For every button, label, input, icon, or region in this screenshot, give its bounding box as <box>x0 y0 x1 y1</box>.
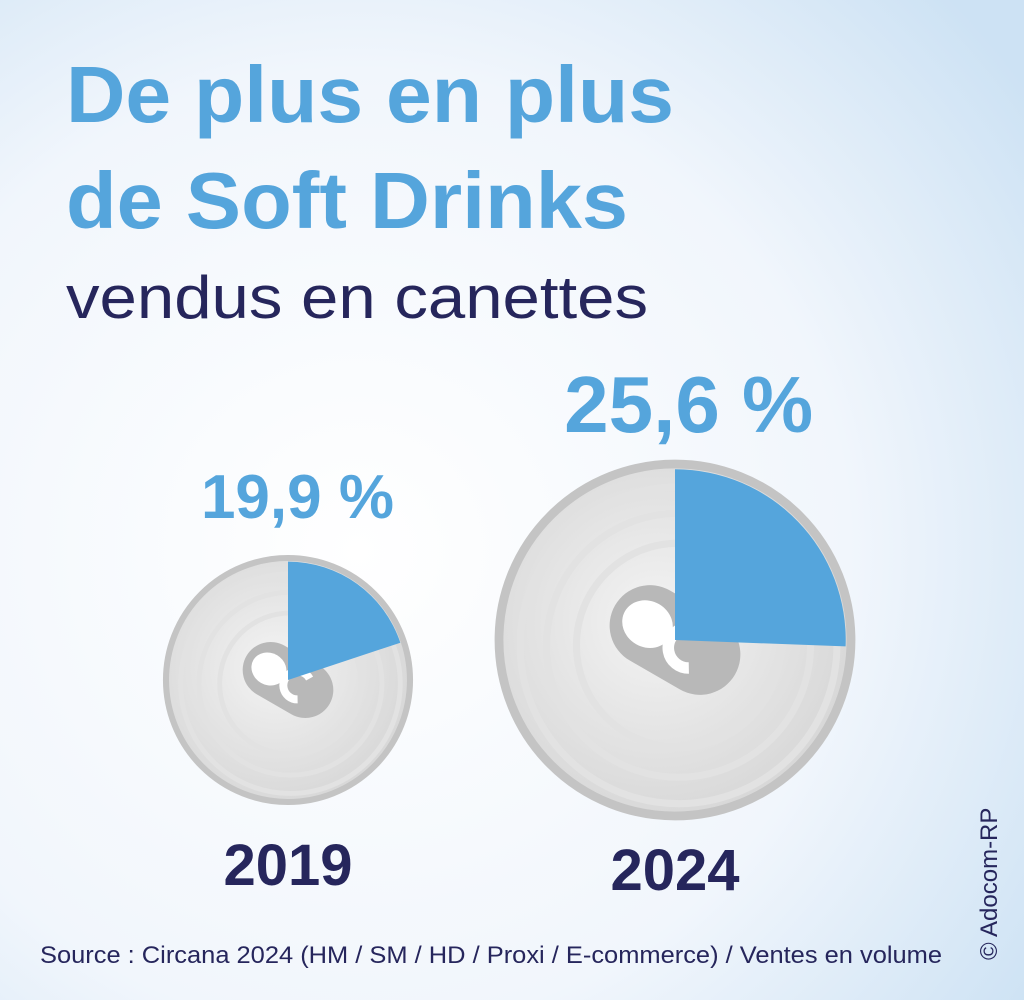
tab-hole <box>251 652 287 686</box>
source: Source : Circana 2024 (HM / SM / HD / Pr… <box>40 942 942 969</box>
value-label: 25,6 % <box>564 360 813 449</box>
headline: De plus en plus <box>66 50 674 139</box>
year-label: 2019 <box>223 833 352 898</box>
pie-slice <box>675 469 846 647</box>
pie-slice <box>288 561 401 680</box>
tab-hole <box>622 600 673 648</box>
value-label: 19,9 % <box>201 463 394 532</box>
credit: © Adocom-RP <box>976 808 1003 960</box>
year-label: 2024 <box>610 838 739 903</box>
headline: de Soft Drinks <box>66 156 628 245</box>
subtitle: vendus en canettes <box>66 264 648 331</box>
